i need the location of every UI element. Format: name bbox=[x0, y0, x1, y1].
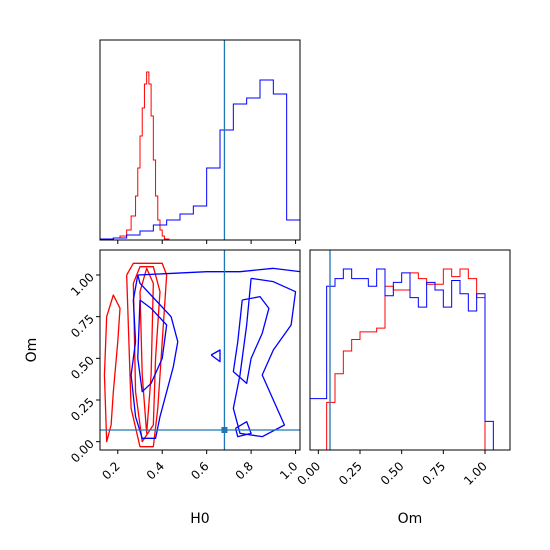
contour-line-7 bbox=[232, 277, 297, 438]
contour-line-3 bbox=[103, 294, 121, 443]
panel-h0-marginal bbox=[99, 39, 301, 244]
om-ytick-label: 0.50 bbox=[68, 353, 97, 382]
h0-marginal-hist-series-1 bbox=[100, 79, 300, 240]
x-axis-label-om: Om bbox=[398, 511, 423, 527]
x-axis-label-h0: H0 bbox=[190, 511, 209, 527]
om-marginal-hist-series-0 bbox=[310, 268, 502, 450]
contour-line-2 bbox=[139, 267, 154, 434]
h0-xtick-label: 0.2 bbox=[99, 459, 122, 482]
contour-line-6 bbox=[137, 299, 168, 393]
om-ytick-label: 0.75 bbox=[68, 312, 97, 341]
om-marginal-xtick-label: 0.25 bbox=[336, 459, 365, 488]
panel-om-marginal: 0.00 0.25 0.50 0.75 1.00 Om bbox=[294, 249, 511, 527]
om-marginal-xtick-label: 0.00 bbox=[294, 459, 323, 488]
om-ytick-label: 1.00 bbox=[68, 270, 97, 299]
truth-marker bbox=[221, 427, 228, 433]
h0-xtick-label: 0.8 bbox=[233, 459, 256, 482]
contour-line-0 bbox=[126, 262, 168, 448]
axes-frame-h0-om-2d bbox=[99, 249, 301, 451]
axes-frame-h0-marginal bbox=[99, 39, 301, 241]
axes-frame-om-marginal bbox=[309, 249, 511, 451]
contour-line-10 bbox=[234, 421, 252, 438]
panel-h0-om-2d: 0.2 0.4 0.6 0.8 1.00.000.250.500.751.00 H0 O… bbox=[24, 249, 301, 527]
h0-marginal-hist-series-0 bbox=[106, 71, 170, 240]
om-marginal-xtick-label: 1.00 bbox=[461, 459, 490, 488]
om-marginal-hist-series-1 bbox=[310, 268, 502, 450]
h0-xtick-label: 0.6 bbox=[188, 459, 211, 482]
contour-line-5 bbox=[130, 274, 179, 439]
contour-line-1 bbox=[132, 266, 161, 443]
om-ytick-label: 0.25 bbox=[68, 395, 97, 424]
y-axis-label-om: Om bbox=[24, 338, 40, 363]
om-marginal-xtick-label: 0.75 bbox=[419, 459, 448, 488]
contour-line-8 bbox=[232, 296, 270, 384]
om-ytick-label: 0.00 bbox=[68, 437, 97, 466]
om-marginal-xtick-label: 0.50 bbox=[378, 459, 407, 488]
h0-xtick-label: 0.4 bbox=[144, 459, 167, 482]
contour-line-4 bbox=[137, 267, 300, 276]
contour-line-9 bbox=[210, 349, 221, 363]
